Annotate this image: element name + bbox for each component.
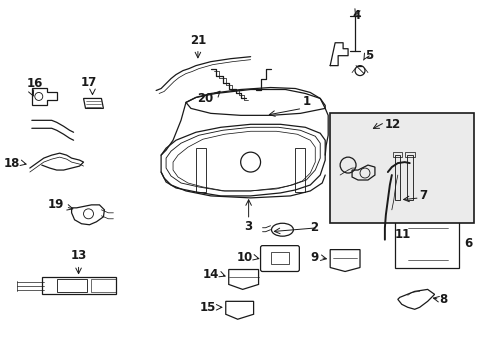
Text: 12: 12 (384, 118, 400, 131)
Text: 3: 3 (244, 220, 252, 233)
Text: 14: 14 (202, 268, 218, 281)
Text: 6: 6 (464, 237, 472, 250)
Text: 4: 4 (352, 9, 361, 22)
Text: 11: 11 (394, 228, 410, 241)
Text: 15: 15 (199, 301, 215, 314)
Text: 19: 19 (47, 198, 63, 211)
Text: 5: 5 (364, 49, 372, 62)
Text: 20: 20 (197, 92, 213, 105)
Bar (329, 113, 473, 223)
Text: 16: 16 (27, 77, 43, 90)
Text: 21: 21 (189, 34, 205, 47)
Text: 1: 1 (302, 95, 310, 108)
Text: 10: 10 (236, 251, 252, 264)
Text: 7: 7 (419, 189, 427, 202)
Text: 18: 18 (3, 157, 20, 170)
Text: 17: 17 (80, 76, 97, 89)
Text: 13: 13 (70, 248, 86, 262)
Text: 9: 9 (309, 251, 318, 264)
Text: 8: 8 (439, 293, 447, 306)
Text: 2: 2 (309, 221, 318, 234)
